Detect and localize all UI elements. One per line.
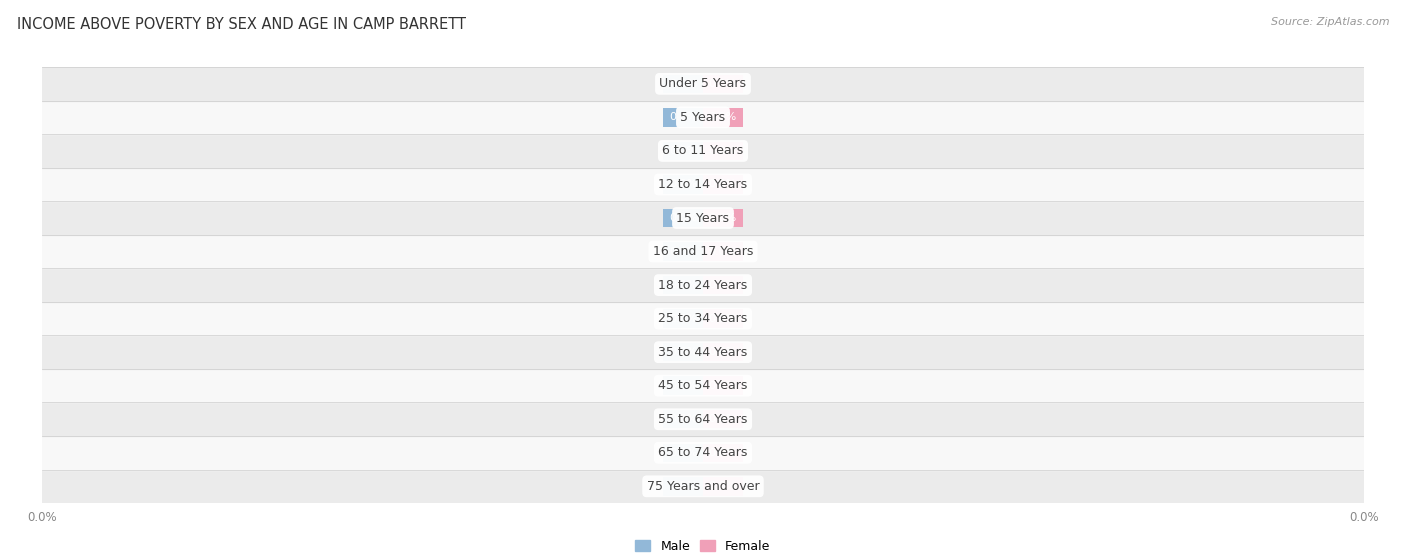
Bar: [664, 444, 703, 462]
Bar: [42, 235, 1364, 268]
Text: 55 to 64 Years: 55 to 64 Years: [658, 413, 748, 426]
Bar: [703, 142, 742, 160]
Bar: [703, 276, 742, 294]
Text: 0.0%: 0.0%: [669, 213, 697, 223]
Bar: [42, 302, 1364, 335]
Bar: [42, 168, 1364, 201]
Text: 0.0%: 0.0%: [709, 280, 737, 290]
Text: 12 to 14 Years: 12 to 14 Years: [658, 178, 748, 191]
Bar: [703, 74, 742, 93]
Text: 0.0%: 0.0%: [669, 179, 697, 190]
Bar: [664, 310, 703, 328]
Text: 0.0%: 0.0%: [709, 414, 737, 424]
Text: 75 Years and over: 75 Years and over: [647, 480, 759, 493]
Text: 6 to 11 Years: 6 to 11 Years: [662, 144, 744, 158]
Text: 0.0%: 0.0%: [669, 414, 697, 424]
Bar: [703, 377, 742, 395]
Bar: [664, 477, 703, 496]
Text: 0.0%: 0.0%: [709, 381, 737, 391]
Text: 0.0%: 0.0%: [709, 481, 737, 491]
Bar: [664, 343, 703, 361]
Bar: [42, 335, 1364, 369]
Text: 0.0%: 0.0%: [709, 247, 737, 257]
Bar: [664, 142, 703, 160]
Text: 0.0%: 0.0%: [669, 347, 697, 357]
Bar: [42, 268, 1364, 302]
Text: 0.0%: 0.0%: [709, 179, 737, 190]
Bar: [42, 369, 1364, 402]
Bar: [664, 175, 703, 193]
Text: 45 to 54 Years: 45 to 54 Years: [658, 379, 748, 392]
Bar: [664, 410, 703, 428]
Bar: [703, 209, 742, 227]
Text: Source: ZipAtlas.com: Source: ZipAtlas.com: [1271, 17, 1389, 27]
Bar: [703, 477, 742, 496]
Bar: [703, 108, 742, 126]
Bar: [42, 402, 1364, 436]
Text: 0.0%: 0.0%: [669, 112, 697, 122]
Text: INCOME ABOVE POVERTY BY SEX AND AGE IN CAMP BARRETT: INCOME ABOVE POVERTY BY SEX AND AGE IN C…: [17, 17, 465, 32]
Bar: [703, 310, 742, 328]
Bar: [664, 377, 703, 395]
Text: 0.0%: 0.0%: [709, 448, 737, 458]
Text: 0.0%: 0.0%: [669, 481, 697, 491]
Text: 0.0%: 0.0%: [669, 314, 697, 324]
Text: 0.0%: 0.0%: [709, 146, 737, 156]
Text: 0.0%: 0.0%: [709, 79, 737, 89]
Bar: [664, 74, 703, 93]
Text: 15 Years: 15 Years: [676, 211, 730, 225]
Text: 35 to 44 Years: 35 to 44 Years: [658, 345, 748, 359]
Text: 0.0%: 0.0%: [709, 112, 737, 122]
Bar: [42, 134, 1364, 168]
Text: 0.0%: 0.0%: [709, 347, 737, 357]
Legend: Male, Female: Male, Female: [630, 535, 776, 558]
Text: 16 and 17 Years: 16 and 17 Years: [652, 245, 754, 258]
Text: 0.0%: 0.0%: [669, 146, 697, 156]
Text: 0.0%: 0.0%: [669, 381, 697, 391]
Bar: [42, 67, 1364, 101]
Bar: [703, 343, 742, 361]
Text: 18 to 24 Years: 18 to 24 Years: [658, 278, 748, 292]
Text: 0.0%: 0.0%: [669, 79, 697, 89]
Bar: [42, 436, 1364, 470]
Bar: [664, 108, 703, 126]
Text: 0.0%: 0.0%: [709, 213, 737, 223]
Bar: [42, 101, 1364, 134]
Bar: [42, 470, 1364, 503]
Text: 25 to 34 Years: 25 to 34 Years: [658, 312, 748, 325]
Bar: [703, 243, 742, 260]
Text: 0.0%: 0.0%: [709, 314, 737, 324]
Text: 5 Years: 5 Years: [681, 111, 725, 124]
Text: 0.0%: 0.0%: [669, 280, 697, 290]
Bar: [664, 243, 703, 260]
Text: Under 5 Years: Under 5 Years: [659, 77, 747, 91]
Text: 0.0%: 0.0%: [669, 448, 697, 458]
Text: 65 to 74 Years: 65 to 74 Years: [658, 446, 748, 459]
Bar: [703, 175, 742, 193]
Bar: [42, 201, 1364, 235]
Bar: [664, 209, 703, 227]
Bar: [703, 444, 742, 462]
Bar: [703, 410, 742, 428]
Bar: [664, 276, 703, 294]
Text: 0.0%: 0.0%: [669, 247, 697, 257]
